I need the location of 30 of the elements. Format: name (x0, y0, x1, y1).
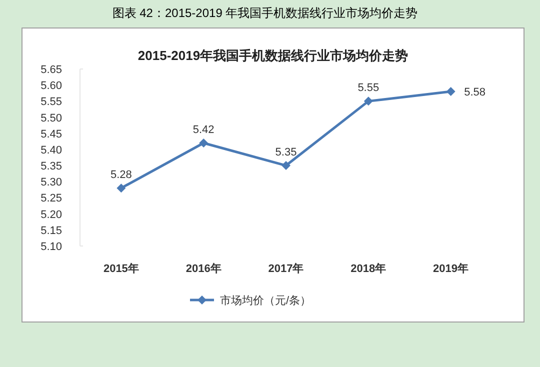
chart-title: 2015-2019年我国手机数据线行业市场均价走势 (138, 48, 408, 63)
text: 5.45 (40, 128, 62, 140)
text: 5.60 (40, 80, 62, 92)
x-tick-label: 2017年 (268, 262, 304, 275)
data-label: 5.55 (358, 82, 380, 94)
data-label: 5.42 (192, 124, 214, 136)
text: 5.35 (40, 160, 62, 173)
text: 5.55 (40, 96, 62, 108)
text: 5.40 (40, 144, 62, 156)
legend-label: 市场均价（元/条） (220, 294, 312, 307)
point (116, 184, 126, 193)
point (364, 96, 373, 106)
point (199, 138, 208, 148)
text: 5.15 (40, 224, 62, 237)
data-label: 5.58 (464, 86, 486, 99)
data-label: 5.28 (110, 169, 132, 182)
chart-subtitle: 图表 42：2015-2019 年我国手机数据线行业市场均价走势 (112, 6, 418, 20)
x-tick-label: 2016年 (186, 262, 222, 275)
point (446, 87, 456, 96)
text: 5.65 (40, 64, 62, 76)
x-tick-label: 2018年 (350, 262, 386, 275)
text: 5.25 (40, 192, 62, 205)
text: 5.10 (40, 241, 62, 253)
text: 5.20 (40, 208, 62, 221)
point (282, 161, 290, 170)
x-tick-label: 2019年 (433, 262, 469, 275)
text: 5.30 (40, 176, 62, 189)
data-label: 5.35 (275, 146, 297, 159)
x-tick-label: 2015年 (103, 262, 139, 275)
text: 5.50 (40, 112, 62, 124)
